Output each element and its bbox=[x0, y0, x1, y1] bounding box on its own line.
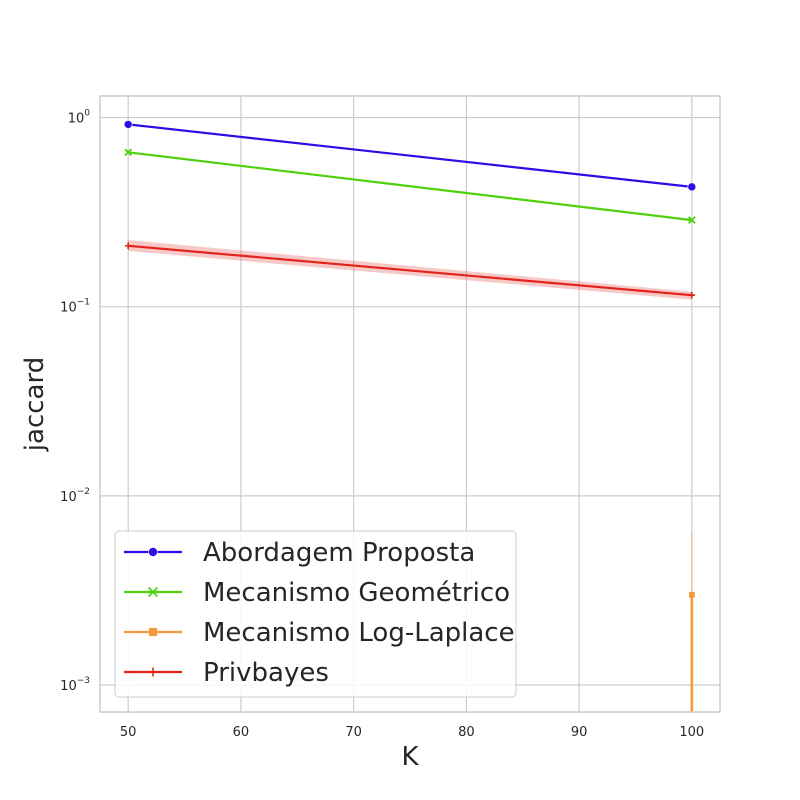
data-point-marker bbox=[687, 182, 697, 192]
x-tick-label: 50 bbox=[120, 725, 137, 740]
y-tick-label: 10−1 bbox=[60, 298, 90, 316]
y-tick-exponent: 0 bbox=[84, 109, 90, 119]
y-tick-label: 100 bbox=[68, 109, 91, 127]
y-tick-base: 10 bbox=[68, 112, 85, 127]
y-tick-base: 10 bbox=[60, 679, 77, 694]
series-line bbox=[128, 244, 692, 297]
x-tick-label: 70 bbox=[345, 725, 362, 740]
legend-label: Mecanismo Log-Laplace bbox=[203, 618, 515, 648]
data-point-marker bbox=[687, 216, 696, 224]
plot-frame bbox=[99, 95, 721, 713]
x-tick-label: 60 bbox=[233, 725, 250, 740]
legend-label: Privbayes bbox=[203, 658, 329, 688]
series-line bbox=[128, 123, 692, 188]
y-tick-exponent: −2 bbox=[77, 487, 90, 497]
legend-label: Mecanismo Geométrico bbox=[203, 578, 510, 608]
legend-marker bbox=[148, 547, 158, 557]
data-point-marker bbox=[124, 148, 133, 157]
y-tick-base: 10 bbox=[60, 301, 77, 316]
x-tick-label: 90 bbox=[571, 725, 588, 740]
legend-marker bbox=[148, 627, 158, 637]
y-tick-base: 10 bbox=[60, 490, 77, 505]
y-axis-label: jaccard bbox=[20, 357, 50, 452]
series-line bbox=[128, 151, 692, 222]
legend-box bbox=[114, 530, 517, 698]
y-tick-exponent: −3 bbox=[77, 676, 90, 686]
data-point-marker bbox=[124, 242, 132, 249]
legend-label: Abordagem Proposta bbox=[203, 538, 475, 568]
x-tick-label: 80 bbox=[458, 725, 475, 740]
series-markers bbox=[123, 120, 697, 598]
data-point-marker bbox=[688, 591, 695, 598]
legend: Abordagem Proposta Mecanismo Geométrico Me… bbox=[114, 530, 517, 698]
x-tick-label: 100 bbox=[679, 725, 704, 740]
legend-marker bbox=[148, 667, 158, 677]
x-tick-labels: 50 60 70 80 90 100 bbox=[120, 725, 704, 740]
data-point-marker bbox=[123, 120, 133, 129]
x-axis-label: K bbox=[401, 742, 419, 772]
series-lines bbox=[128, 123, 692, 297]
legend-marker bbox=[147, 586, 159, 598]
y-tick-label: 10−2 bbox=[60, 487, 90, 505]
y-tick-exponent: −1 bbox=[77, 298, 90, 308]
y-tick-label: 10−3 bbox=[60, 676, 90, 694]
data-point-marker bbox=[688, 292, 696, 299]
